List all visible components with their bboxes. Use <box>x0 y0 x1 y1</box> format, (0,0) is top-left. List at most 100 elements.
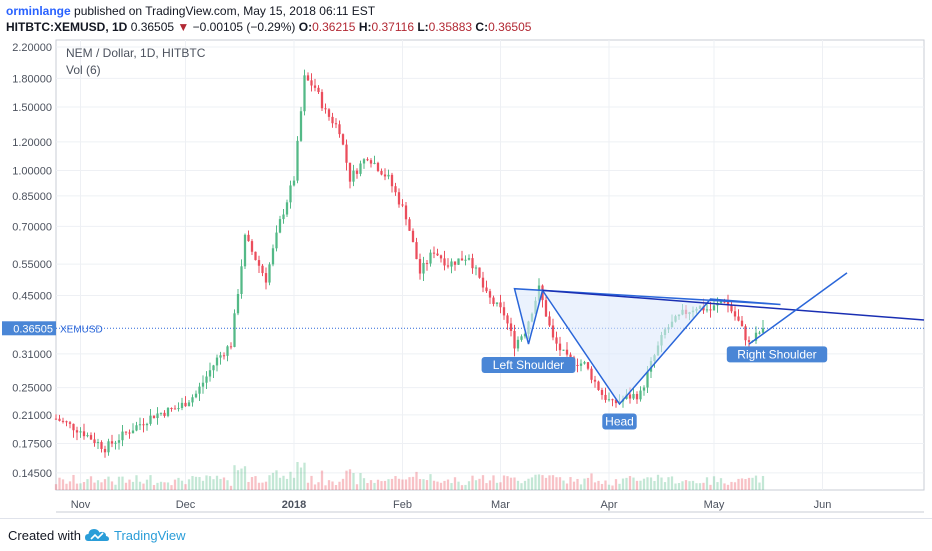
symbol-line: HITBTC:XEMUSD, 1D 0.36505 ▼ −0.00105 (−0… <box>6 20 531 34</box>
volume-bar <box>607 484 611 490</box>
candle-body <box>313 85 317 88</box>
candle-body <box>404 205 408 220</box>
tradingview-brand[interactable]: TradingView <box>114 528 186 543</box>
candle-body <box>394 186 397 193</box>
volume-bar <box>681 481 684 490</box>
volume-bar <box>320 470 324 490</box>
volume-bar <box>520 483 523 490</box>
volume-bar <box>625 477 628 490</box>
candle-body <box>604 394 607 400</box>
candle-body <box>156 413 159 419</box>
volume-bar <box>72 474 75 490</box>
low-value: 0.35883 <box>428 20 473 34</box>
volume-bar <box>443 480 446 490</box>
volume-bar <box>576 478 579 490</box>
candle-body <box>429 252 432 264</box>
volume-bar <box>324 485 327 490</box>
candle-body <box>387 174 390 177</box>
volume-bar <box>142 483 145 490</box>
candle-body <box>191 397 194 403</box>
candle-body <box>740 320 744 327</box>
candle-body <box>247 234 250 242</box>
candle-body <box>632 393 635 399</box>
candle-body <box>562 349 565 351</box>
volume-bar <box>495 482 499 490</box>
candle-body <box>261 265 264 274</box>
volume-bar <box>450 483 453 490</box>
candle-body <box>551 325 555 338</box>
volume-bar <box>429 474 432 490</box>
candle-body <box>460 258 464 261</box>
candle-body <box>208 370 212 377</box>
candle-body <box>121 431 124 441</box>
volume-bar <box>740 478 744 490</box>
published-text: published on TradingView.com, May 15, 20… <box>74 4 376 18</box>
volume-bar <box>695 483 698 490</box>
candle-body <box>712 305 716 311</box>
breakout-trendline <box>748 272 848 345</box>
y-tick-label: 1.00000 <box>12 165 52 177</box>
candle-body <box>334 123 338 125</box>
y-tick-label: 1.20000 <box>12 137 52 149</box>
volume-bar <box>180 480 184 490</box>
volume-bar <box>562 480 565 490</box>
candle-body <box>502 307 506 316</box>
candle-body <box>758 332 761 334</box>
candle-body <box>243 234 247 267</box>
last-price-tag <box>2 321 56 336</box>
volume-bar <box>299 467 303 490</box>
pattern-polygon <box>513 287 781 406</box>
candle-body <box>135 425 138 431</box>
candle-body <box>520 336 523 340</box>
volume-bar <box>499 482 502 490</box>
candle-body <box>593 379 597 382</box>
volume-bar <box>646 477 649 490</box>
volume-bar <box>621 478 625 490</box>
volume-bar <box>131 481 135 490</box>
volume-bar <box>254 476 257 490</box>
pattern-label: Left Shoulder <box>493 358 564 372</box>
candle-body <box>173 408 177 410</box>
candle-body <box>271 248 275 265</box>
volume-bar <box>523 480 527 490</box>
candle-body <box>233 313 236 347</box>
high-value: 0.37116 <box>371 20 415 34</box>
volume-bar <box>597 480 600 490</box>
candle-body <box>597 381 600 391</box>
volume-bar <box>548 475 551 490</box>
volume-bar <box>705 477 709 490</box>
y-tick-label: 0.31000 <box>12 349 52 361</box>
volume-bar <box>541 475 544 490</box>
low-label: L: <box>417 20 429 34</box>
volume-bar <box>467 481 471 490</box>
volume-bar <box>310 475 313 490</box>
volume-bar <box>219 478 222 490</box>
candle-body <box>72 423 75 431</box>
open-label: O: <box>298 20 313 34</box>
candle-body <box>128 432 131 434</box>
candle-body <box>467 258 471 260</box>
pattern-label: Right Shoulder <box>737 347 816 361</box>
volume-bar <box>758 482 761 490</box>
volume-bar <box>583 478 586 490</box>
last-price-symbol: XEMUSD <box>60 324 103 335</box>
volume-bar <box>331 481 334 490</box>
volume-bar <box>579 484 583 490</box>
candle-body <box>492 297 495 304</box>
candle-body <box>576 364 579 366</box>
author-link[interactable]: orminlange <box>6 4 71 18</box>
candle-body <box>317 87 320 93</box>
candle-body <box>590 368 593 380</box>
volume-bar <box>754 475 758 490</box>
y-tick-label: 1.50000 <box>12 102 52 114</box>
candle-body <box>93 439 96 443</box>
candle-body <box>754 332 758 341</box>
volume-bar <box>107 476 110 490</box>
volume-bar <box>401 479 404 490</box>
candle-body <box>506 315 509 324</box>
volume-bar <box>534 474 537 490</box>
y-tick-label: 0.70000 <box>12 221 52 233</box>
x-tick-label: 2018 <box>282 499 306 511</box>
candle-body <box>579 363 583 366</box>
price-chart[interactable]: 2.20000 1.80000 1.50000 1.20000 1.00000 0.850… <box>0 0 932 518</box>
